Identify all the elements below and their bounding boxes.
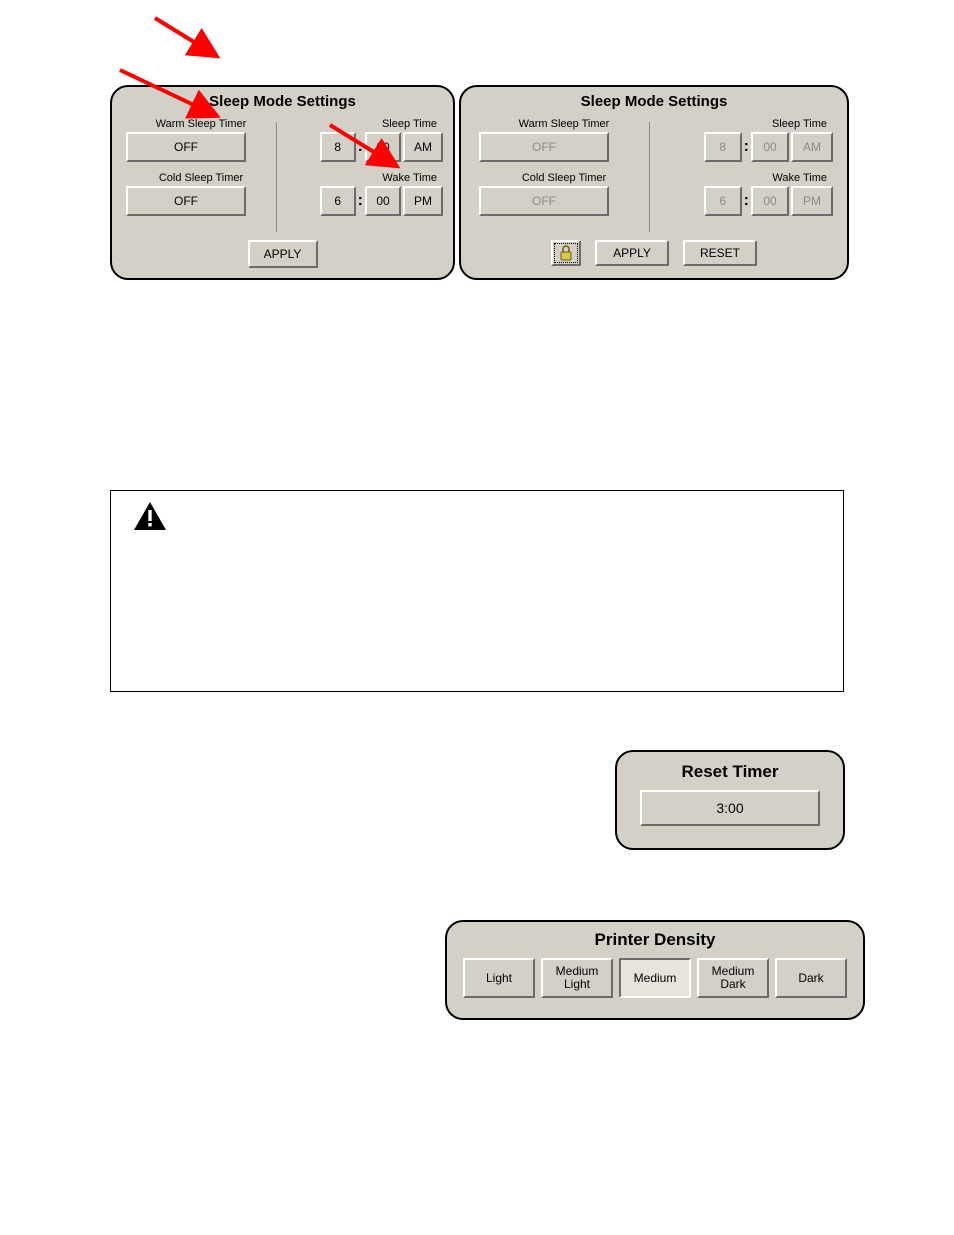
sleep-min-value: 00 — [376, 140, 389, 154]
sleep-ampm-value: AM — [414, 140, 432, 154]
sleep-settings-panel-right: Sleep Mode Settings Warm Sleep Timer OFF… — [459, 85, 849, 280]
reset-button[interactable]: RESET — [683, 240, 757, 266]
lock-icon — [559, 245, 573, 261]
wake-time-label: Wake Time — [664, 172, 827, 184]
printer-density-panel: Printer Density Light Medium Light Mediu… — [445, 920, 865, 1020]
cold-sleep-button[interactable]: OFF — [479, 186, 609, 216]
density-label: Light — [486, 971, 512, 985]
wake-min-button[interactable]: 00 — [365, 186, 401, 216]
wake-hour-button[interactable]: 6 — [704, 186, 742, 216]
warm-sleep-label: Warm Sleep Timer — [126, 118, 276, 130]
sleep-hour-value: 8 — [334, 140, 341, 154]
wake-hour-value: 6 — [334, 194, 341, 208]
cold-sleep-label: Cold Sleep Timer — [126, 172, 276, 184]
cold-sleep-value: OFF — [174, 194, 198, 208]
wake-min-value: 00 — [376, 194, 389, 208]
warm-sleep-value: OFF — [174, 140, 198, 154]
lock-button[interactable] — [551, 240, 581, 266]
apply-label: APPLY — [264, 247, 302, 261]
reset-label: RESET — [700, 246, 740, 260]
density-option-medium[interactable]: Medium — [619, 958, 691, 998]
wake-ampm-button[interactable]: PM — [791, 186, 833, 216]
warm-sleep-button[interactable]: OFF — [126, 132, 246, 162]
density-option-light[interactable]: Light — [463, 958, 535, 998]
wake-hour-value: 6 — [719, 194, 726, 208]
sleep-time-label: Sleep Time — [664, 118, 827, 130]
sleep-min-button[interactable]: 00 — [365, 132, 401, 162]
density-label: Medium Light — [556, 965, 599, 991]
wake-min-value: 00 — [763, 194, 776, 208]
sleep-ampm-button[interactable]: AM — [403, 132, 443, 162]
sleep-settings-panel-left: Sleep Mode Settings Warm Sleep Timer OFF… — [110, 85, 455, 280]
cold-sleep-value: OFF — [532, 194, 556, 208]
sleep-ampm-value: AM — [803, 140, 821, 154]
warning-box — [110, 490, 844, 692]
sleep-min-button[interactable]: 00 — [751, 132, 789, 162]
wake-hour-button[interactable]: 6 — [320, 186, 356, 216]
sleep-hour-button[interactable]: 8 — [320, 132, 356, 162]
density-option-dark[interactable]: Dark — [775, 958, 847, 998]
panel-title: Sleep Mode Settings — [461, 87, 847, 118]
wake-ampm-value: PM — [803, 194, 821, 208]
cold-sleep-label: Cold Sleep Timer — [479, 172, 649, 184]
density-label: Medium — [634, 971, 677, 985]
density-label: Dark — [798, 971, 823, 985]
cold-sleep-button[interactable]: OFF — [126, 186, 246, 216]
wake-time-label: Wake Time — [287, 172, 437, 184]
panel-title: Printer Density — [447, 922, 863, 958]
time-colon: : — [358, 192, 363, 210]
density-label: Medium Dark — [712, 965, 755, 991]
density-option-medium-dark[interactable]: Medium Dark — [697, 958, 769, 998]
sleep-min-value: 00 — [763, 140, 776, 154]
apply-button[interactable]: APPLY — [248, 240, 318, 268]
wake-ampm-value: PM — [414, 194, 432, 208]
wake-ampm-button[interactable]: PM — [403, 186, 443, 216]
warning-triangle-icon — [133, 501, 167, 536]
time-colon: : — [358, 138, 363, 156]
panel-title: Sleep Mode Settings — [112, 87, 453, 118]
sleep-ampm-button[interactable]: AM — [791, 132, 833, 162]
density-option-medium-light[interactable]: Medium Light — [541, 958, 613, 998]
sleep-hour-button[interactable]: 8 — [704, 132, 742, 162]
apply-label: APPLY — [613, 246, 651, 260]
time-colon: : — [744, 138, 749, 156]
wake-min-button[interactable]: 00 — [751, 186, 789, 216]
reset-timer-button[interactable]: 3:00 — [640, 790, 820, 826]
panel-title: Reset Timer — [617, 752, 843, 790]
sleep-hour-value: 8 — [719, 140, 726, 154]
warm-sleep-button[interactable]: OFF — [479, 132, 609, 162]
apply-button[interactable]: APPLY — [595, 240, 669, 266]
sleep-time-label: Sleep Time — [287, 118, 437, 130]
warm-sleep-label: Warm Sleep Timer — [479, 118, 649, 130]
time-colon: : — [744, 192, 749, 210]
reset-timer-panel: Reset Timer 3:00 — [615, 750, 845, 850]
reset-timer-value: 3:00 — [716, 800, 743, 816]
warm-sleep-value: OFF — [532, 140, 556, 154]
